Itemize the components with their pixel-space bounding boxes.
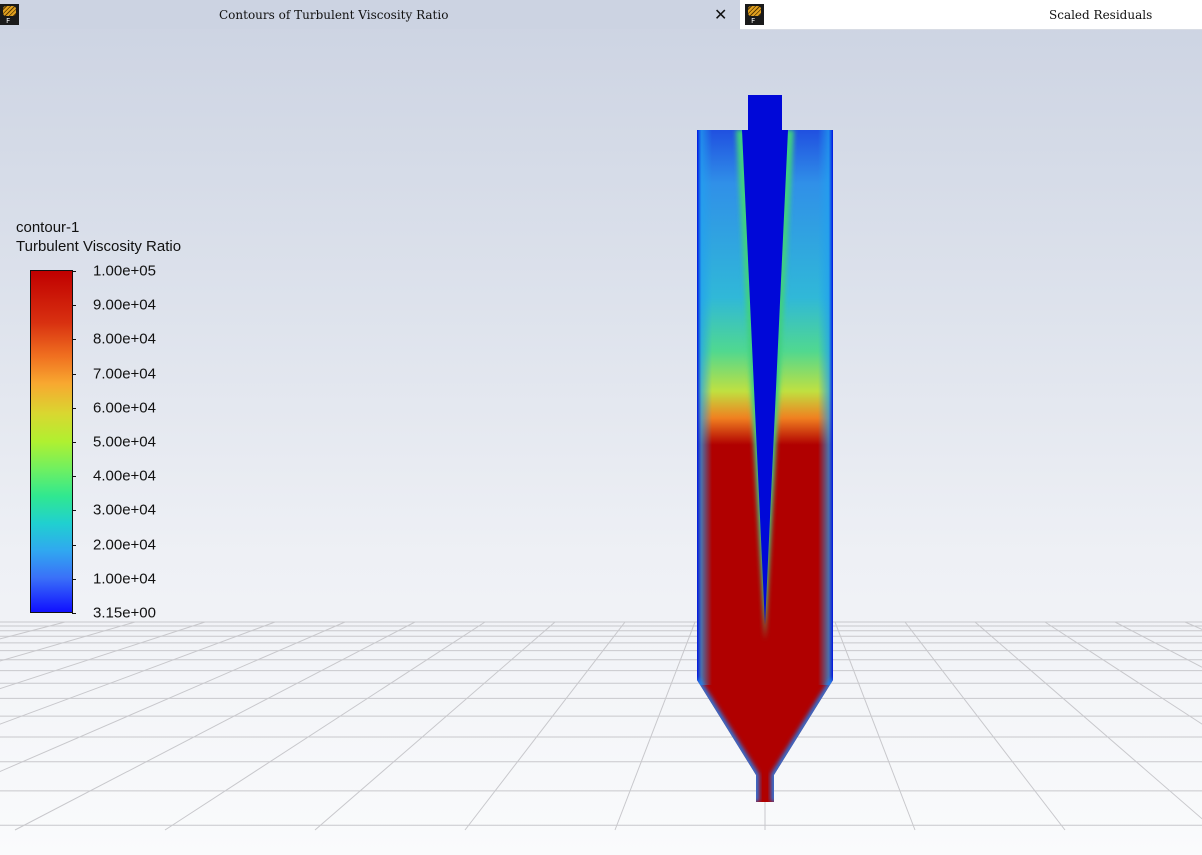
grid-line — [0, 621, 346, 773]
grid-line — [974, 621, 1202, 820]
colorbar-tick — [72, 373, 76, 375]
colorbar-label: 9.00e+04 — [93, 296, 156, 314]
grid-line — [164, 621, 486, 831]
colorbar-label: 5.00e+04 — [93, 433, 156, 451]
colorbar-label: 1.00e+04 — [93, 570, 156, 588]
colorbar-tick — [72, 578, 76, 580]
colorbar — [30, 270, 73, 613]
colorbar-label: 6.00e+04 — [93, 399, 156, 417]
colorbar-label: 3.00e+04 — [93, 501, 156, 519]
fluent-app-icon — [0, 4, 19, 25]
grid-line — [464, 621, 626, 831]
floor-grid — [0, 621, 1202, 831]
colorbar-tick — [72, 510, 76, 512]
colorbar-label: 3.15e+00 — [93, 604, 156, 622]
tab-bar: Contours of Turbulent Viscosity Ratio ✕ … — [0, 0, 1202, 30]
legend-variable: Turbulent Viscosity Ratio — [16, 238, 182, 255]
grid-line — [0, 621, 276, 725]
vortex-finder — [748, 95, 782, 131]
tab-contours[interactable]: Contours of Turbulent Viscosity Ratio ✕ — [0, 0, 740, 29]
colorbar-label: 8.00e+04 — [93, 330, 156, 348]
colorbar-label: 4.00e+04 — [93, 467, 156, 485]
colorbar-tick — [72, 613, 76, 614]
colorbar-label: 2.00e+04 — [93, 536, 156, 554]
grid-line — [614, 621, 696, 831]
colorbar-tick — [72, 442, 76, 443]
grid-line — [314, 621, 556, 831]
grid-line — [0, 621, 136, 662]
legend-name: contour-1 — [16, 219, 80, 236]
grid-line — [0, 621, 206, 690]
grid-line — [1184, 621, 1202, 630]
colorbar-tick — [72, 407, 76, 409]
grid-line — [904, 621, 1066, 831]
colorbar-label: 1.00e+05 — [93, 262, 156, 280]
grid-line — [834, 621, 916, 831]
tab-scaled-residuals[interactable]: Scaled Residuals — [740, 0, 1202, 30]
colorbar-tick — [72, 339, 76, 341]
grid-line — [0, 621, 66, 640]
contour-field — [697, 130, 833, 802]
colorbar-label: 7.00e+04 — [93, 365, 156, 383]
grid-line — [1114, 621, 1202, 668]
colorbar-tick — [72, 305, 76, 307]
grid-line — [14, 621, 416, 831]
tab-title: Contours of Turbulent Viscosity Ratio — [219, 7, 449, 22]
tab-title: Scaled Residuals — [1049, 7, 1153, 22]
close-icon[interactable]: ✕ — [714, 5, 728, 24]
colorbar-tick — [72, 476, 76, 478]
fluent-app-icon — [745, 4, 764, 25]
grid-line — [1044, 621, 1202, 725]
colorbar-tick — [72, 544, 76, 546]
colorbar-tick — [72, 271, 76, 272]
